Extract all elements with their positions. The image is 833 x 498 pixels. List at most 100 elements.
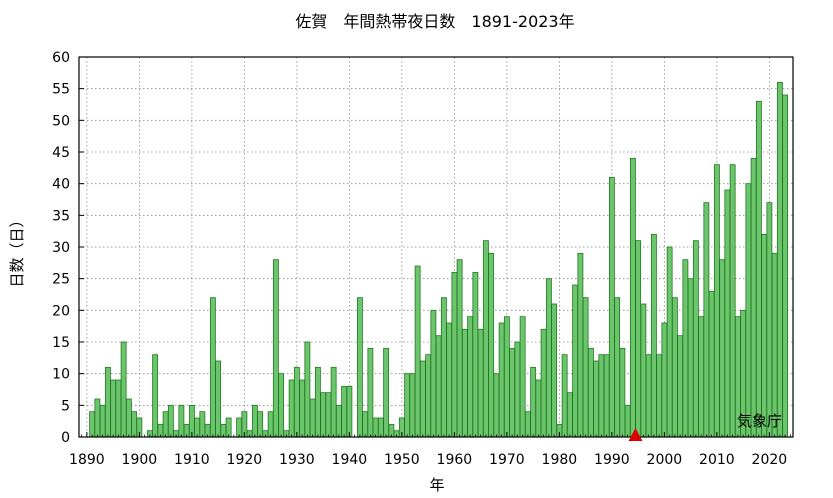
x-tick-label: 2000 (647, 452, 683, 468)
bar-2004 (682, 259, 689, 438)
bar-1993 (624, 404, 631, 438)
bar-1915 (215, 360, 222, 438)
bar-1990 (608, 176, 615, 438)
bars (89, 81, 789, 438)
y-tick-label: 60 (52, 50, 70, 66)
y-tick-label: 40 (52, 177, 70, 193)
bar-2003 (677, 335, 684, 438)
bar-2019 (761, 233, 768, 438)
bar-1926 (272, 259, 279, 438)
bar-1931 (299, 379, 306, 438)
bar-1932 (304, 341, 311, 438)
bar-2013 (729, 164, 736, 438)
bar-1972 (514, 341, 521, 438)
bar-1988 (598, 354, 605, 438)
y-tick-label: 25 (52, 272, 70, 288)
bar-1956 (430, 309, 437, 438)
bar-1967 (488, 252, 495, 438)
x-tick-label: 1960 (437, 452, 473, 468)
bar-1981 (561, 354, 568, 438)
bar-1995 (635, 240, 642, 438)
bar-1946 (377, 417, 384, 438)
bar-1984 (577, 252, 584, 438)
bar-1985 (582, 297, 589, 438)
bar-2010 (713, 164, 720, 438)
bar-1994 (629, 157, 636, 438)
bar-1896 (115, 379, 122, 438)
bar-1960 (451, 271, 458, 438)
bar-1976 (535, 379, 542, 438)
x-tick-label: 2010 (699, 452, 735, 468)
bar-1908 (178, 404, 185, 438)
bar-1939 (341, 385, 348, 438)
x-axis-label: 年 (429, 476, 444, 494)
y-axis: 0 5 10 15 20 25 30 35 40 45 50 55 60 (52, 50, 84, 446)
bar-2022 (776, 81, 783, 438)
bar-2018 (755, 100, 762, 438)
bar-2012 (724, 189, 731, 438)
bar-1927 (278, 373, 285, 438)
bar-2005 (687, 278, 694, 438)
bar-1934 (314, 366, 321, 438)
bar-1944 (367, 347, 374, 438)
bar-2002 (671, 297, 678, 438)
bar-1979 (551, 303, 558, 438)
bar-1991 (614, 297, 621, 438)
bar-1954 (419, 360, 426, 438)
bar-1933 (309, 398, 316, 438)
bar-2016 (745, 183, 752, 438)
y-tick-label: 50 (52, 113, 70, 129)
bar-1912 (199, 411, 206, 438)
bar-1997 (645, 354, 652, 438)
bar-1965 (477, 328, 484, 438)
bar-1974 (524, 411, 531, 438)
bar-2006 (692, 240, 699, 438)
bar-1947 (383, 347, 390, 438)
bar-1925 (267, 411, 274, 438)
station-move-marker (628, 428, 643, 441)
bar-1917 (225, 417, 232, 438)
y-tick-label: 20 (52, 303, 70, 319)
bar-1892 (94, 398, 101, 438)
bar-1943 (362, 411, 369, 438)
x-tick-label: 1970 (489, 452, 525, 468)
bar-1935 (320, 392, 327, 438)
bar-1992 (619, 347, 626, 438)
y-tick-label: 5 (61, 398, 70, 414)
bar-1952 (409, 373, 416, 438)
bar-1893 (99, 404, 106, 438)
bar-1996 (640, 303, 647, 438)
bar-1977 (540, 328, 547, 438)
x-tick-label: 1910 (174, 452, 210, 468)
y-tick-label: 45 (52, 145, 70, 161)
bar-1899 (131, 411, 138, 438)
bar-2001 (666, 246, 673, 438)
bar-1961 (456, 259, 463, 438)
bar-1940 (346, 385, 353, 438)
y-tick-label: 0 (61, 430, 70, 446)
y-tick-label: 15 (52, 335, 70, 351)
bar-1963 (467, 316, 474, 438)
bar-1938 (335, 404, 342, 438)
bar-1958 (440, 297, 447, 438)
bar-1962 (461, 328, 468, 438)
x-tick-label: 1920 (227, 452, 263, 468)
bar-1914 (209, 297, 216, 438)
bar-1966 (482, 240, 489, 438)
bar-1919 (236, 417, 243, 438)
bar-1978 (545, 278, 552, 438)
bar-1973 (519, 316, 526, 438)
bar-1971 (509, 347, 516, 438)
bar-1998 (650, 233, 657, 438)
bar-1894 (104, 366, 111, 438)
bar-1936 (325, 392, 332, 438)
bar-1959 (446, 322, 453, 438)
bar-2007 (698, 316, 705, 438)
x-tick-label: 1940 (332, 452, 368, 468)
x-tick-label: 1900 (122, 452, 158, 468)
bar-2009 (708, 290, 715, 438)
bar-2011 (719, 259, 726, 438)
bar-1898 (125, 398, 132, 438)
bar-2017 (750, 157, 757, 438)
